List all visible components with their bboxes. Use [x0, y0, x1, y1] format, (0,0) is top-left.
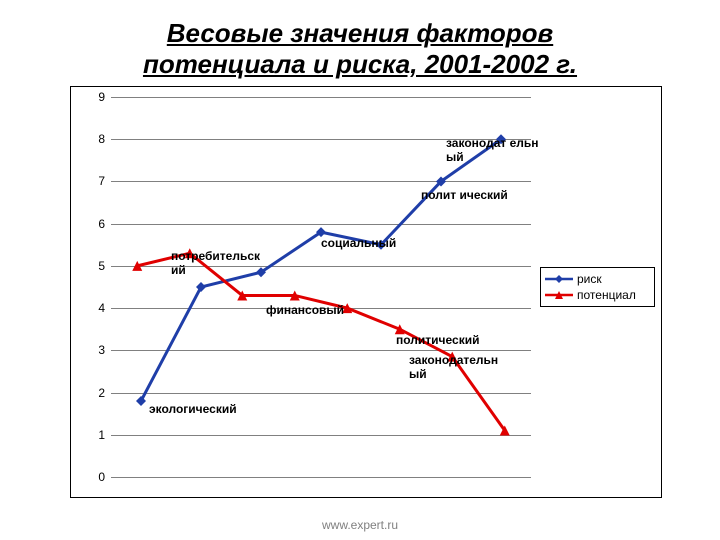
chart-frame: 0 1 2 3 4 5 6 7 8 9 экологический потребительск ий ф…: [70, 86, 662, 498]
point-label: политический: [396, 334, 479, 348]
point-label: экологический: [149, 403, 237, 417]
legend-swatch: [545, 271, 573, 287]
point-label: законодат ельн ый: [446, 137, 539, 165]
point-label: полит ический: [421, 189, 508, 203]
legend-swatch: [545, 287, 573, 303]
y-tick-label: 1: [98, 428, 105, 442]
gridline: [111, 477, 531, 478]
data-marker: [555, 275, 563, 283]
y-tick-label: 5: [98, 259, 105, 273]
legend: риск потенциал: [540, 267, 655, 307]
y-tick-label: 7: [98, 174, 105, 188]
y-tick-label: 3: [98, 343, 105, 357]
footer-source: www.expert.ru: [0, 518, 720, 532]
y-tick-label: 6: [98, 217, 105, 231]
legend-label: потенциал: [577, 288, 636, 302]
title-line-1: Весовые значения факторов: [0, 18, 720, 49]
y-tick-label: 2: [98, 386, 105, 400]
point-label: финансовый: [266, 304, 344, 318]
point-label: законодательн ый: [409, 354, 498, 382]
plot-area: 0123456789экологическийпотребительск ийф…: [111, 97, 531, 477]
point-label: потребительск ий: [171, 250, 260, 278]
point-label: социальный: [321, 237, 396, 251]
legend-item: риск: [545, 271, 650, 287]
y-tick-label: 9: [98, 90, 105, 104]
y-tick-label: 4: [98, 301, 105, 315]
y-tick-label: 8: [98, 132, 105, 146]
page-title: Весовые значения факторов потенциала и р…: [0, 18, 720, 80]
y-tick-label: 0: [98, 470, 105, 484]
legend-label: риск: [577, 272, 602, 286]
title-line-2: потенциала и риска, 2001-2002 г.: [0, 49, 720, 80]
legend-item: потенциал: [545, 287, 650, 303]
